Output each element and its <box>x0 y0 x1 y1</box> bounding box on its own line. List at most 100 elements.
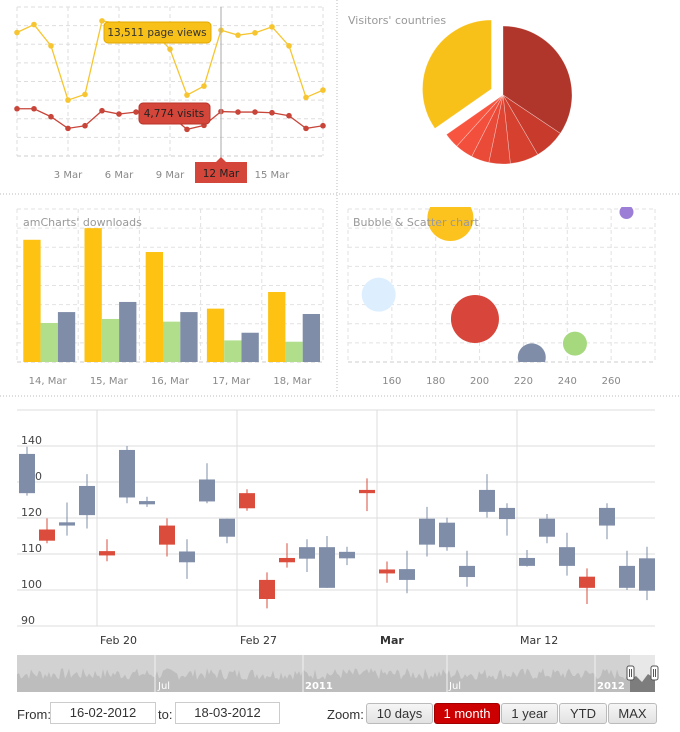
data-point <box>31 21 37 28</box>
cursor-pointer <box>216 157 226 162</box>
zoom-ytd-button[interactable]: YTD <box>559 703 607 724</box>
zoom-1-year-button[interactable]: 1 year <box>501 703 558 724</box>
x-tick-label: 9 Mar <box>156 170 185 181</box>
data-point <box>286 112 292 119</box>
x-tick-label: 3 Mar <box>54 170 83 181</box>
navigator-label: 2012 <box>597 681 625 692</box>
navigator-drag-handle[interactable] <box>650 665 659 681</box>
bar-title: amCharts' downloads <box>23 216 142 229</box>
candle-body[interactable] <box>119 449 135 498</box>
candle-body[interactable] <box>59 522 75 526</box>
data-point <box>269 109 275 116</box>
candle-body[interactable] <box>479 489 495 512</box>
x-tick-label: 6 Mar <box>105 170 134 181</box>
navigator-label: Jul <box>448 681 461 692</box>
data-point <box>269 24 275 30</box>
pie-chart[interactable]: Visitors' countries <box>348 14 573 165</box>
bar[interactable] <box>241 332 259 362</box>
candle-body[interactable] <box>219 518 235 537</box>
candle-body[interactable] <box>199 479 215 502</box>
bar[interactable] <box>285 341 303 362</box>
candle-body[interactable] <box>39 529 55 541</box>
dashboard-charts: 3 Mar 6 Mar 9 Mar 15 Mar 13,511 page views 4,… <box>0 0 680 692</box>
bar[interactable] <box>23 239 41 362</box>
candle-body[interactable] <box>399 569 415 580</box>
candle-body[interactable] <box>419 518 435 545</box>
bar[interactable] <box>40 322 58 362</box>
to-label: to: <box>158 707 173 722</box>
zoom-1-month-button[interactable]: 1 month <box>434 703 500 724</box>
pie-slice[interactable] <box>446 94 504 147</box>
zoom-max-button[interactable]: MAX <box>608 703 657 724</box>
to-date-input[interactable]: 18-03-2012 <box>175 702 280 724</box>
panel-separators <box>0 0 680 397</box>
bubble-chart[interactable]: 160 180 200 220 240 260 Bubble & Scatter chart <box>347 195 656 387</box>
bubble[interactable] <box>562 331 587 356</box>
candle-body[interactable] <box>439 522 455 548</box>
candle-body[interactable] <box>19 453 35 494</box>
candle-body[interactable] <box>559 547 575 566</box>
navigator-drag-handle[interactable] <box>626 665 635 681</box>
candle-body[interactable] <box>379 569 395 574</box>
data-point <box>14 29 20 36</box>
candle-body[interactable] <box>619 565 635 588</box>
candle-body[interactable] <box>499 507 515 520</box>
zoom-label: Zoom: <box>327 707 364 722</box>
line-chart[interactable]: 3 Mar 6 Mar 9 Mar 15 Mar 13,511 page views 4,… <box>14 6 326 183</box>
data-point <box>99 107 105 114</box>
bar[interactable] <box>145 252 163 362</box>
bar[interactable] <box>84 228 102 362</box>
data-point <box>201 83 207 89</box>
bar[interactable] <box>206 308 225 362</box>
x-tick-label: 200 <box>470 376 489 387</box>
bar[interactable] <box>57 312 76 362</box>
candle-body[interactable] <box>359 489 375 494</box>
data-point <box>48 113 54 120</box>
bar[interactable] <box>268 292 286 362</box>
y-tick-label: 140 <box>21 434 42 447</box>
bar[interactable] <box>180 312 198 362</box>
candle-body[interactable] <box>299 547 315 559</box>
data-point <box>235 32 241 38</box>
pie-slice[interactable] <box>502 25 573 134</box>
page-views-balloon <box>103 21 212 44</box>
candle-body[interactable] <box>599 507 615 526</box>
candle-body[interactable] <box>639 558 655 591</box>
candle-body[interactable] <box>279 557 295 563</box>
candle-body[interactable] <box>339 551 355 559</box>
candle-body[interactable] <box>579 576 595 588</box>
from-date-input[interactable]: 16-02-2012 <box>50 702 156 724</box>
pie-slice[interactable] <box>422 19 492 129</box>
bubble[interactable] <box>517 343 546 371</box>
candle-body[interactable] <box>539 518 555 537</box>
zoom-10-days-button[interactable]: 10 days <box>366 703 433 724</box>
pie-title: Visitors' countries <box>348 14 446 27</box>
bubble[interactable] <box>450 294 499 343</box>
candle-body[interactable] <box>519 557 535 566</box>
data-point <box>184 92 190 98</box>
candle-body[interactable] <box>459 565 475 578</box>
candle-body[interactable] <box>319 547 335 588</box>
candle-body[interactable] <box>99 551 115 556</box>
candle-body[interactable] <box>159 525 175 545</box>
candle-body[interactable] <box>259 579 275 599</box>
candle-body[interactable] <box>79 485 95 516</box>
candle-body[interactable] <box>239 493 255 509</box>
bar-chart[interactable]: 14, Mar 15, Mar 16, Mar 17, Mar 18, Mar amCha… <box>16 208 324 387</box>
bar[interactable] <box>163 321 181 362</box>
bar[interactable] <box>101 318 120 362</box>
data-point <box>252 30 258 36</box>
bubble[interactable] <box>361 277 396 312</box>
x-tick-label: 15 Mar <box>255 170 291 181</box>
bar[interactable] <box>224 340 242 362</box>
bar[interactable] <box>302 313 320 362</box>
bar[interactable] <box>119 301 137 362</box>
navigator-scrollbar[interactable]: Jul 2011 Jul 2012 <box>17 655 659 692</box>
bubble[interactable] <box>427 195 474 241</box>
bubble[interactable] <box>619 205 634 220</box>
candle-body[interactable] <box>139 501 155 505</box>
page-views-balloon-text: 13,511 page views <box>107 27 206 39</box>
candle-body[interactable] <box>179 551 195 563</box>
bubbles <box>361 195 634 371</box>
